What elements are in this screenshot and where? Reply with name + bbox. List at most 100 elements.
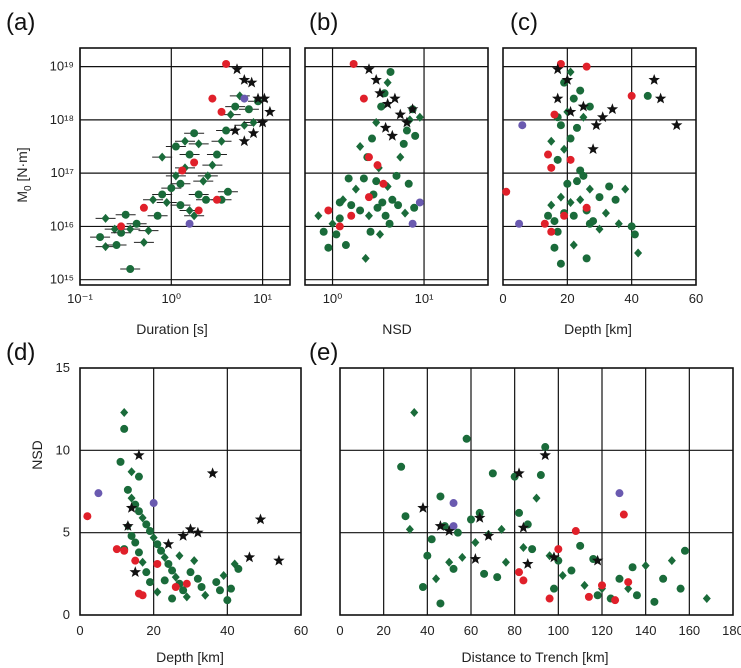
data-point-red (550, 111, 558, 119)
data-point-circle (168, 567, 176, 575)
data-point-circle (463, 435, 471, 443)
data-point-circle (195, 190, 203, 198)
data-point-diamond (576, 195, 584, 204)
data-point-circle (450, 565, 458, 573)
data-point-diamond (384, 78, 392, 87)
panel-d: 0 5 10 15 0 20 40 60 (56, 360, 309, 638)
panel-label-a: (a) (6, 9, 35, 36)
data-point-circle (157, 547, 165, 555)
data-point-circle (570, 212, 578, 220)
y-tick-label: 10¹⁶ (50, 218, 74, 233)
data-point-star (248, 127, 259, 138)
data-point-circle (423, 552, 431, 560)
data-point-circle (212, 578, 220, 586)
data-point-circle (400, 140, 408, 148)
data-point-circle (544, 212, 552, 220)
data-point-star (483, 530, 494, 541)
data-point-circle (224, 188, 232, 196)
data-point-circle (394, 201, 402, 209)
data-point-circle (368, 135, 376, 143)
data-point-circle (360, 174, 368, 182)
data-point-circle (126, 265, 134, 273)
data-point-diamond (175, 551, 183, 560)
data-point-red (379, 180, 387, 188)
data-point-diamond (120, 408, 128, 417)
data-point-star (207, 467, 218, 478)
data-point-circle (128, 532, 136, 540)
data-point-circle (596, 193, 604, 201)
data-point-red (117, 222, 125, 230)
panel-label-e: (e) (309, 339, 338, 366)
data-point-circle (537, 471, 545, 479)
data-point-circle (615, 575, 623, 583)
data-point-circle (374, 204, 382, 212)
data-point-red (324, 206, 332, 214)
data-point-circle (659, 575, 667, 583)
data-point-circle (612, 196, 620, 204)
data-point-diamond (586, 185, 594, 194)
data-point-red (213, 196, 221, 204)
x-axis-title-b: NSD (382, 321, 412, 337)
data-point-red (365, 193, 373, 201)
panel-b: 10⁰ 10¹ (305, 48, 488, 306)
data-point-circle (480, 570, 488, 578)
data-point-circle (133, 220, 141, 228)
data-point-circle (583, 254, 591, 262)
data-point-circle (96, 233, 104, 241)
data-point-circle (377, 103, 385, 111)
data-point-circle (489, 469, 497, 477)
x-tick-label: 20 (560, 291, 574, 306)
data-point-circle (324, 244, 332, 252)
data-point-diamond (570, 241, 578, 250)
data-point-circle (245, 105, 253, 113)
data-point-circle (576, 542, 584, 550)
data-point-circle (633, 591, 641, 599)
data-point-circle (202, 196, 210, 204)
data-point-diamond (220, 571, 228, 580)
plot-frame-d (80, 368, 301, 615)
data-point-red (190, 159, 198, 167)
panel-a: 10¹⁵10¹⁶10¹⁷10¹⁸10¹⁹10⁻¹ 10⁰ 10¹ (50, 48, 290, 306)
data-point-circle (397, 463, 405, 471)
data-point-diamond (102, 242, 110, 251)
data-point-circle (356, 206, 364, 214)
data-point-circle (386, 220, 394, 228)
data-point-red (83, 512, 91, 520)
data-point-diamond (314, 211, 322, 220)
data-point-circle (194, 575, 202, 583)
data-point-circle (216, 586, 224, 594)
data-point-circle (650, 598, 658, 606)
data-point-diamond (581, 581, 589, 590)
data-point-circle (336, 214, 344, 222)
data-point-circle (372, 177, 380, 185)
data-point-circle (573, 124, 581, 132)
x-tick-label: 100 (547, 623, 569, 638)
data-point-diamond (144, 226, 152, 235)
x-tick-label: 120 (591, 623, 613, 638)
data-point-red (195, 206, 203, 214)
data-point-star (380, 122, 391, 133)
data-point-red (183, 580, 191, 588)
data-point-diamond (432, 574, 440, 583)
x-tick-label: 80 (507, 623, 521, 638)
data-point-circle (644, 92, 652, 100)
x-tick-label: 0 (336, 623, 343, 638)
data-point-diamond (356, 142, 364, 151)
data-point-red (131, 557, 139, 565)
data-point-diamond (208, 161, 216, 170)
data-point-circle (493, 573, 501, 581)
data-point-circle (563, 180, 571, 188)
data-point-red (178, 166, 186, 174)
data-point-diamond (163, 198, 171, 207)
data-point-circle (187, 568, 195, 576)
data-point-star (655, 93, 666, 104)
data-point-purple (409, 220, 417, 228)
data-point-diamond (376, 230, 384, 239)
data-point-diamond (621, 185, 629, 194)
data-point-circle (554, 156, 562, 164)
data-point-red (585, 593, 593, 601)
data-point-red (611, 596, 619, 604)
data-point-circle (161, 576, 169, 584)
data-point-purple (515, 220, 523, 228)
panel-e: 0 20 40 60 80 100 120 140 160 180 (336, 368, 741, 638)
